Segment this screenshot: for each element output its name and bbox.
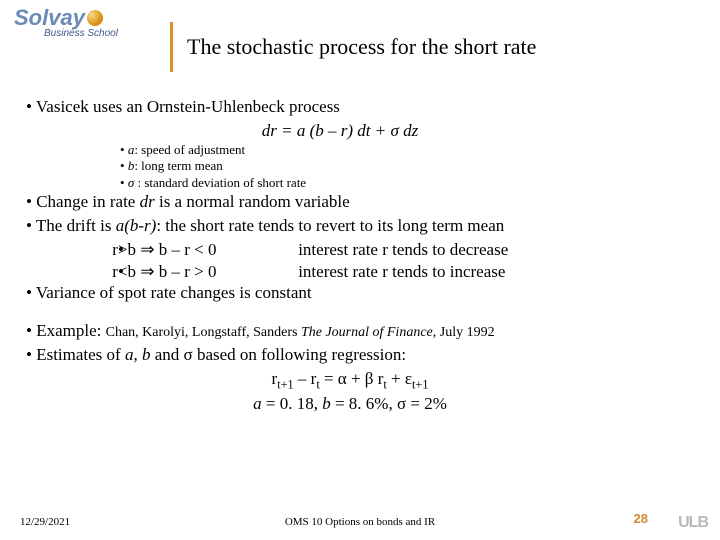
bullet-variance: Variance of spot rate changes is constan…: [24, 282, 696, 304]
drift-cases: r>b ⇒ b – r < 0interest rate r tends to …: [120, 239, 696, 283]
bullet-example: Example: Chan, Karolyi, Longstaff, Sande…: [24, 320, 696, 342]
sun-icon: [87, 10, 103, 26]
equation-params: a = 0. 18, b = 8. 6%, σ = 2%: [4, 393, 696, 415]
param-b: b: long term mean: [120, 158, 696, 175]
title-bar: The stochastic process for the short rat…: [170, 22, 536, 72]
bullet-vasicek: Vasicek uses an Ornstein-Uhlenbeck proce…: [24, 96, 696, 118]
ulb-logo: ULB: [678, 514, 708, 532]
slide-title: The stochastic process for the short rat…: [187, 34, 536, 60]
param-list: a: speed of adjustment b: long term mean…: [120, 142, 696, 192]
slide-content: Vasicek uses an Ornstein-Uhlenbeck proce…: [24, 96, 696, 415]
equation-dr: dr = a (b – r) dt + σ dz: [0, 120, 696, 142]
equation-regression: rt+1 – rt = α + β rt + εt+1: [4, 368, 696, 393]
solvay-logo: Solvay Business School: [14, 8, 154, 39]
bullet-change: Change in rate dr is a normal random var…: [24, 191, 696, 213]
logo-subtitle: Business School: [44, 28, 154, 39]
footer-center: OMS 10 Options on bonds and IR: [0, 516, 720, 528]
title-rule: [170, 22, 173, 72]
footer-page: 28: [634, 511, 648, 526]
case-rltb: r<b ⇒ b – r > 0interest rate r tends to …: [120, 261, 696, 283]
param-sigma: σ : standard deviation of short rate: [120, 175, 696, 192]
logo-brand: Solvay: [14, 8, 85, 28]
bullet-drift: The drift is a(b-r): the short rate tend…: [24, 215, 696, 237]
bullet-estimates: Estimates of a, b and σ based on followi…: [24, 344, 696, 366]
case-rgtb: r>b ⇒ b – r < 0interest rate r tends to …: [120, 239, 696, 261]
param-a: a: speed of adjustment: [120, 142, 696, 159]
